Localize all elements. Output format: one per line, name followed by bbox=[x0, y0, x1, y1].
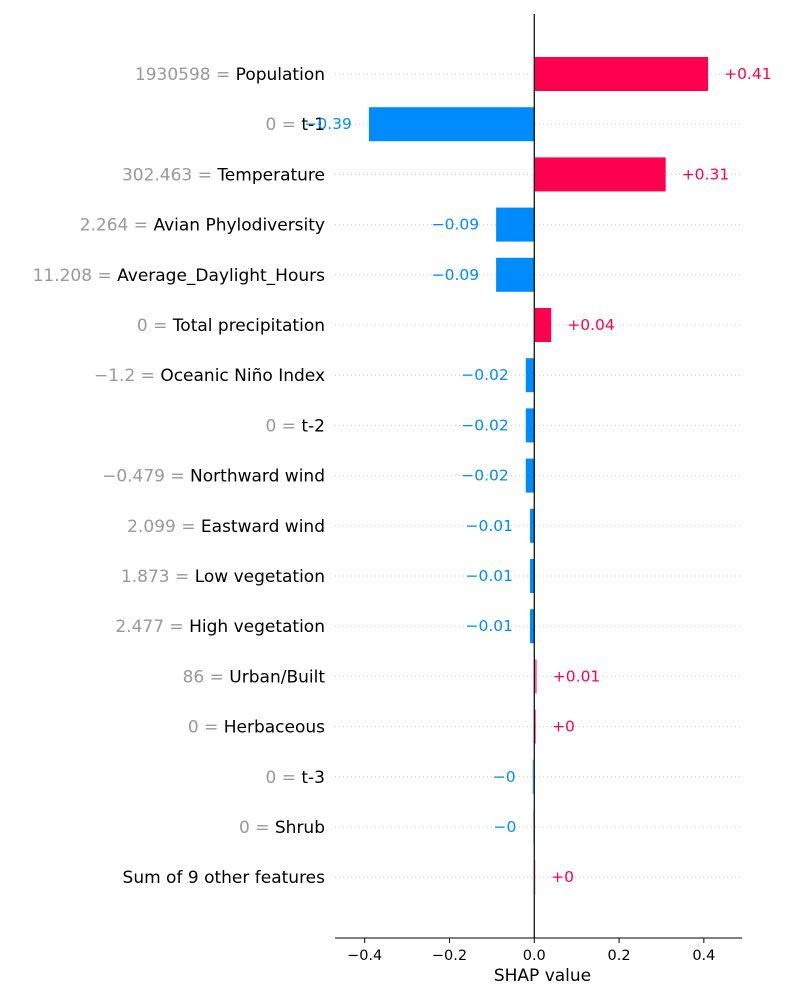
shap-value-label: −0 bbox=[494, 818, 517, 836]
bar bbox=[368, 107, 535, 142]
feature-label: 0 = t-2 bbox=[266, 416, 326, 436]
feature-name: Shrub bbox=[275, 818, 325, 838]
shap-value-label: +0 bbox=[552, 718, 575, 736]
feature-label: 0 = Total precipitation bbox=[137, 316, 325, 336]
feature-value: −1.2 = bbox=[94, 366, 160, 386]
shap-value-label: −0.09 bbox=[432, 216, 480, 234]
feature-name: t-1 bbox=[301, 115, 325, 135]
shap-value-label: +0 bbox=[551, 868, 574, 886]
shap-value-label: +0.41 bbox=[724, 65, 772, 83]
bar bbox=[530, 508, 535, 543]
feature-label: −1.2 = Oceanic Niño Index bbox=[94, 366, 325, 386]
feature-name: Urban/Built bbox=[229, 667, 325, 687]
bar bbox=[530, 559, 535, 593]
feature-name: Sum of 9 other features bbox=[123, 868, 326, 888]
feature-value: 0 = bbox=[266, 115, 302, 135]
feature-label: 1.873 = Low vegetation bbox=[121, 567, 325, 587]
x-tick-label: 0.0 bbox=[523, 948, 546, 964]
bars bbox=[368, 57, 709, 895]
feature-value: 1.873 = bbox=[121, 567, 195, 587]
shap-value-label: −0.09 bbox=[432, 266, 480, 284]
x-axis: −0.4 −0.2 0.0 0.2 0.4 bbox=[335, 937, 742, 964]
bar bbox=[534, 157, 666, 192]
bar bbox=[496, 257, 535, 292]
feature-label: 0 = t-3 bbox=[266, 768, 326, 788]
feature-name: Northward wind bbox=[190, 467, 325, 487]
gridlines bbox=[335, 73, 742, 878]
feature-name: Average_Daylight_Hours bbox=[117, 266, 325, 286]
feature-value: 0 = bbox=[239, 818, 275, 838]
feature-value: 2.477 = bbox=[115, 617, 189, 637]
bar bbox=[525, 358, 535, 393]
feature-value: 302.463 = bbox=[122, 165, 217, 185]
feature-name: Temperature bbox=[216, 165, 325, 185]
bar bbox=[534, 659, 537, 694]
feature-name: t-3 bbox=[301, 768, 325, 788]
x-tick-label: −0.4 bbox=[347, 948, 382, 964]
bar bbox=[534, 308, 552, 342]
feature-label: 2.099 = Eastward wind bbox=[127, 517, 325, 537]
feature-value: 86 = bbox=[183, 667, 230, 687]
feature-value: 2.264 = bbox=[80, 216, 154, 236]
feature-name: High vegetation bbox=[189, 617, 325, 637]
bar bbox=[534, 57, 709, 91]
feature-name: Herbaceous bbox=[224, 718, 325, 738]
feature-value: 0 = bbox=[266, 768, 302, 788]
feature-value: 11.208 = bbox=[33, 266, 118, 286]
shap-value-label: −0.39 bbox=[304, 115, 352, 133]
shap-value-labels: +0.41 −0.39 +0.31 −0.09 −0.09 +0.04 −0.02 −0.02… bbox=[304, 65, 771, 886]
bar bbox=[532, 759, 535, 794]
feature-label: 1930598 = Population bbox=[135, 65, 325, 85]
shap-value-label: −0.02 bbox=[461, 416, 509, 434]
x-tick-label: 0.2 bbox=[608, 948, 631, 964]
feature-name: Oceanic Niño Index bbox=[160, 366, 325, 386]
feature-label: 0 = Shrub bbox=[239, 818, 325, 838]
feature-name: Avian Phylodiversity bbox=[153, 216, 325, 236]
bar bbox=[534, 709, 536, 744]
feature-label: 2.477 = High vegetation bbox=[115, 617, 325, 637]
feature-value: 0 = bbox=[188, 718, 224, 738]
feature-name: Low vegetation bbox=[195, 567, 325, 587]
shap-value-label: +0.31 bbox=[682, 165, 730, 183]
feature-name: Eastward wind bbox=[201, 517, 325, 537]
feature-label: 302.463 = Temperature bbox=[122, 165, 325, 185]
feature-label: 86 = Urban/Built bbox=[183, 667, 326, 687]
feature-label: Sum of 9 other features bbox=[123, 868, 326, 888]
bar bbox=[525, 458, 535, 493]
feature-label: 2.264 = Avian Phylodiversity bbox=[80, 216, 325, 236]
shap-value-label: −0.01 bbox=[466, 617, 514, 635]
shap-value-label: −0 bbox=[493, 768, 516, 786]
feature-label: −0.479 = Northward wind bbox=[102, 467, 325, 487]
feature-value: 0 = bbox=[266, 416, 302, 436]
shap-value-label: −0.01 bbox=[466, 567, 514, 585]
feature-labels: 1930598 = Population 0 = t-1 302.463 = Tem… bbox=[33, 65, 326, 888]
shap-value-label: −0.02 bbox=[461, 467, 509, 485]
bar bbox=[496, 207, 535, 242]
bar bbox=[530, 609, 535, 644]
feature-name: Total precipitation bbox=[172, 316, 325, 336]
shap-value-label: −0.02 bbox=[461, 366, 509, 384]
shap-value-label: −0.01 bbox=[466, 517, 514, 535]
feature-label: 0 = Herbaceous bbox=[188, 718, 325, 738]
x-tick-label: 0.4 bbox=[692, 948, 715, 964]
bar bbox=[533, 810, 535, 844]
x-tick-label: −0.2 bbox=[432, 948, 467, 964]
feature-label: 0 = t-1 bbox=[266, 115, 326, 135]
bar bbox=[534, 860, 536, 895]
feature-name: t-2 bbox=[301, 416, 325, 436]
feature-name: Population bbox=[236, 65, 325, 85]
feature-value: 0 = bbox=[137, 316, 173, 336]
bar bbox=[525, 408, 535, 443]
feature-value: 2.099 = bbox=[127, 517, 201, 537]
shap-value-label: +0.01 bbox=[553, 667, 601, 685]
feature-label: 11.208 = Average_Daylight_Hours bbox=[33, 266, 326, 286]
shap-value-label: +0.04 bbox=[567, 316, 615, 334]
feature-value: −0.479 = bbox=[102, 467, 190, 487]
feature-value: 1930598 = bbox=[135, 65, 236, 85]
x-axis-title: SHAP value bbox=[494, 966, 591, 986]
